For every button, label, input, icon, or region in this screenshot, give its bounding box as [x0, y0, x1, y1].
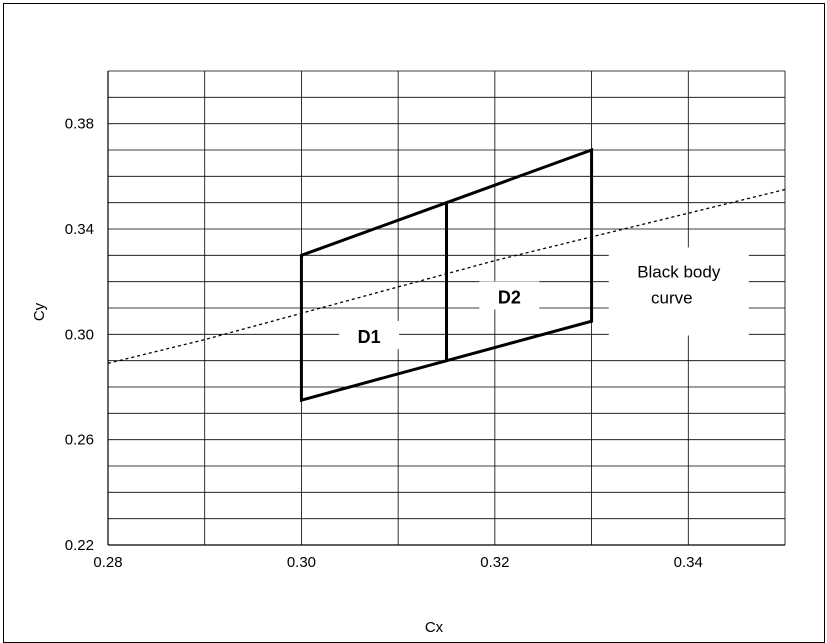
region-d1-outline [299, 200, 448, 403]
region-layer [299, 147, 594, 403]
y-tick-label: 0.26 [65, 432, 94, 449]
x-tick-label: 0.32 [480, 554, 509, 571]
y-tick-label: 0.38 [65, 116, 94, 133]
region-label-d2: D2 [498, 287, 521, 307]
black-body-curve-annotation-line: curve [651, 288, 693, 307]
label-layer: D1 D2 Black body curve [339, 247, 749, 349]
y-axis-title: Cy [31, 302, 48, 321]
black-body-curve-annotation-line: Black body [637, 262, 721, 281]
x-tick-label: 0.30 [287, 554, 316, 571]
annotation-background [608, 247, 749, 336]
y-tick-label: 0.34 [65, 221, 94, 238]
x-tick-label: 0.28 [93, 554, 122, 571]
tick-labels: 0.28 0.30 0.32 0.34 0.22 0.26 0.30 0.34 0.38 [65, 116, 703, 571]
region-label-d1: D1 [358, 327, 381, 347]
y-tick-label: 0.22 [65, 537, 94, 554]
x-tick-label: 0.34 [674, 554, 703, 571]
region-label-background [479, 281, 540, 310]
region-d2-outline [445, 147, 594, 363]
y-tick-label: 0.30 [65, 326, 94, 343]
x-axis-title: Cx [425, 619, 444, 636]
region-label-background [339, 320, 400, 349]
